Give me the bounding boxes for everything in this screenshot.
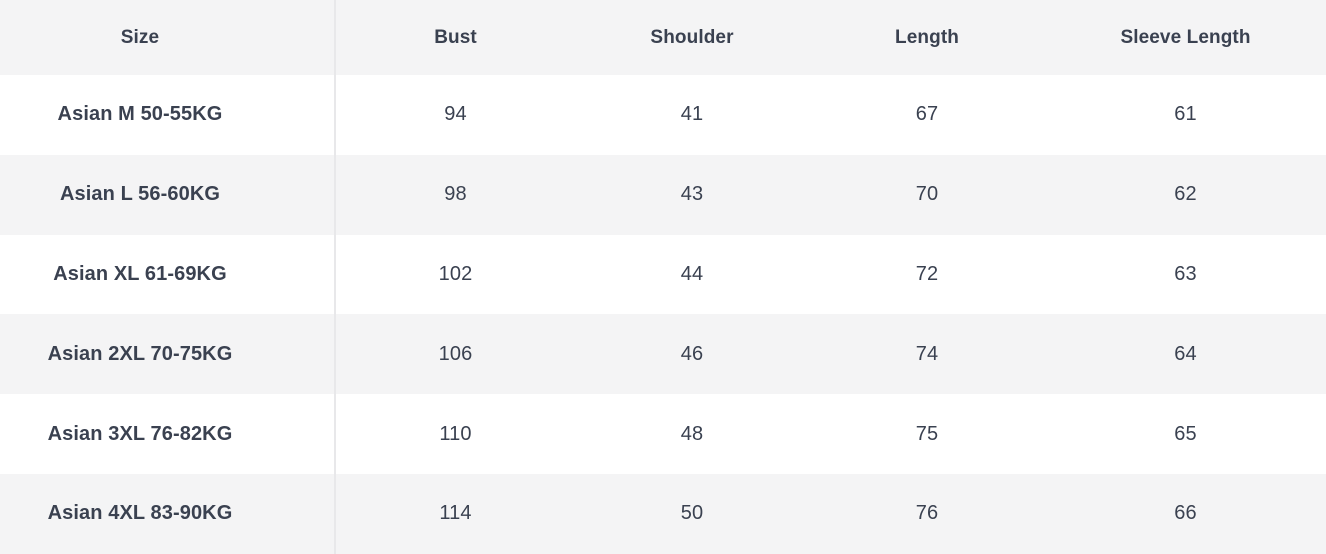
header-row: Size Bust Shoulder Length Sleeve Length — [0, 0, 1326, 75]
cell-length: 72 — [915, 262, 939, 285]
cell-shoulder: 46 — [575, 314, 809, 395]
cell-size: Asian 4XL 83-90KG — [0, 473, 336, 554]
table-row: Asian XL 61-69KG 102 44 72 63 — [0, 234, 1326, 315]
cell-sleeve-length: 66 — [1045, 473, 1326, 554]
cell-shoulder: 48 — [680, 422, 704, 445]
cell-sleeve-length: 61 — [1174, 103, 1197, 126]
size-chart-header: Size Bust Shoulder Length Sleeve Length — [0, 0, 1326, 75]
table-row: Asian L 56-60KG 98 43 70 62 — [0, 154, 1326, 235]
table-row: Asian 2XL 70-75KG 106 46 74 64 — [0, 314, 1326, 395]
cell-length: 70 — [809, 154, 1045, 235]
cell-length: 75 — [915, 422, 939, 445]
cell-bust: 110 — [439, 422, 472, 445]
cell-sleeve-length: 64 — [1045, 314, 1326, 395]
cell-bust: 98 — [335, 154, 575, 235]
header-shoulder: Shoulder — [575, 0, 809, 75]
cell-length: 74 — [809, 314, 1045, 395]
header-bust: Bust — [335, 0, 575, 75]
cell-bust: 114 — [335, 473, 575, 554]
header-length: Length — [809, 0, 1045, 75]
cell-size: Asian 2XL 70-75KG — [0, 314, 336, 395]
header-sleeve-length: Sleeve Length — [1045, 0, 1326, 75]
cell-length: 76 — [809, 473, 1045, 554]
cell-size: Asian XL 61-69KG — [0, 234, 336, 315]
cell-size: Asian L 56-60KG — [0, 154, 336, 235]
cell-sleeve-length: 63 — [1174, 262, 1197, 285]
cell-bust: 94 — [444, 103, 467, 126]
table-row: Asian M 50-55KG 94 41 67 61 — [0, 75, 1326, 155]
cell-sleeve-length: 65 — [1174, 422, 1197, 445]
table-row: Asian 3XL 76-82KG 110 48 75 65 — [0, 394, 1326, 474]
cell-size: Asian 3XL 76-82KG — [0, 394, 336, 474]
size-chart-body: Asian M 50-55KG 94 41 67 61 Asian L 56-6… — [0, 75, 1326, 554]
cell-shoulder: 41 — [680, 103, 704, 126]
cell-bust: 106 — [335, 314, 575, 395]
cell-bust: 102 — [438, 262, 473, 285]
cell-size: Asian M 50-55KG — [0, 75, 336, 155]
cell-sleeve-length: 62 — [1045, 154, 1326, 235]
cell-shoulder: 50 — [575, 473, 809, 554]
table-row: Asian 4XL 83-90KG 114 50 76 66 — [0, 473, 1326, 554]
cell-shoulder: 44 — [680, 262, 704, 285]
cell-length: 67 — [915, 103, 939, 126]
cell-shoulder: 43 — [575, 154, 809, 235]
header-size: Size — [0, 0, 336, 75]
